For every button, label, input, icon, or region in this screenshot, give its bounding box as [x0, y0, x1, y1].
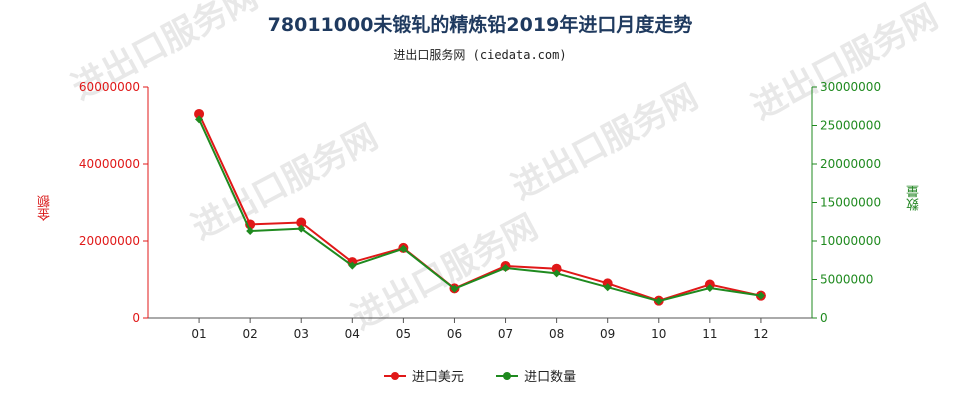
right-tick-label: 25000000 — [820, 119, 881, 133]
data-point-import-qty — [501, 263, 510, 272]
left-tick-label: 0 — [132, 311, 140, 325]
data-point-import-qty — [654, 297, 663, 306]
chart-subtitle: 进出口服务网 (ciedata.com) — [393, 48, 567, 62]
data-point-import-qty — [399, 244, 408, 253]
watermark-text: 进出口服务网 — [745, 0, 944, 128]
right-tick-label: 15000000 — [820, 196, 881, 210]
data-point-import-qty — [756, 291, 765, 300]
data-point-import-qty — [705, 283, 714, 292]
x-tick-label: 03 — [294, 327, 309, 341]
data-point-import-qty — [552, 269, 561, 278]
watermark-text: 进出口服务网 — [185, 117, 384, 248]
data-point-import-usd — [296, 217, 307, 228]
x-tick-label: 11 — [702, 327, 717, 341]
data-point-import-qty — [246, 226, 255, 235]
x-tick-label: 08 — [549, 327, 564, 341]
legend-item-import-qty[interactable]: 进口数量 — [496, 366, 576, 385]
legend-swatch-icon — [383, 371, 406, 381]
x-tick-label: 01 — [191, 327, 206, 341]
legend-swatch-icon — [496, 371, 519, 381]
left-tick-label: 20000000 — [79, 234, 140, 248]
x-tick-label: 06 — [447, 327, 462, 341]
x-tick-label: 02 — [243, 327, 258, 341]
data-point-import-usd — [551, 263, 562, 274]
data-point-import-qty — [195, 115, 204, 124]
right-tick-label: 20000000 — [820, 157, 881, 171]
legend-label: 进口数量 — [524, 370, 577, 385]
chart-title: 78011000未锻轧的精炼铅2019年进口月度走势 — [267, 14, 693, 36]
x-tick-label: 05 — [396, 327, 411, 341]
left-tick-label: 60000000 — [79, 80, 140, 94]
data-point-import-qty — [297, 224, 306, 233]
x-tick-label: 09 — [600, 327, 615, 341]
data-point-import-usd — [194, 108, 205, 119]
right-tick-label: 5000000 — [820, 273, 873, 287]
right-tick-label: 0 — [820, 311, 828, 325]
legend-item-import-usd[interactable]: 进口美元 — [383, 366, 464, 385]
series-line-import-qty — [198, 118, 762, 303]
data-point-import-qty — [348, 261, 357, 270]
right-axis-label: 数量 — [907, 185, 922, 211]
right-tick-label: 10000000 — [820, 234, 881, 248]
right-tick-label: 30000000 — [820, 80, 881, 94]
legend: 进口美元 进口数量 — [0, 366, 960, 385]
left-tick-label: 40000000 — [79, 157, 140, 171]
x-tick-label: 04 — [345, 327, 360, 341]
data-point-import-qty — [450, 284, 459, 293]
x-tick-label: 10 — [651, 327, 666, 341]
watermark-text: 进出口服务网 — [505, 77, 704, 208]
data-point-import-qty — [603, 283, 612, 292]
x-tick-label: 12 — [753, 327, 768, 341]
left-axis-label: 金额 — [38, 195, 53, 221]
x-tick-label: 07 — [498, 327, 513, 341]
legend-label: 进口美元 — [411, 370, 464, 385]
